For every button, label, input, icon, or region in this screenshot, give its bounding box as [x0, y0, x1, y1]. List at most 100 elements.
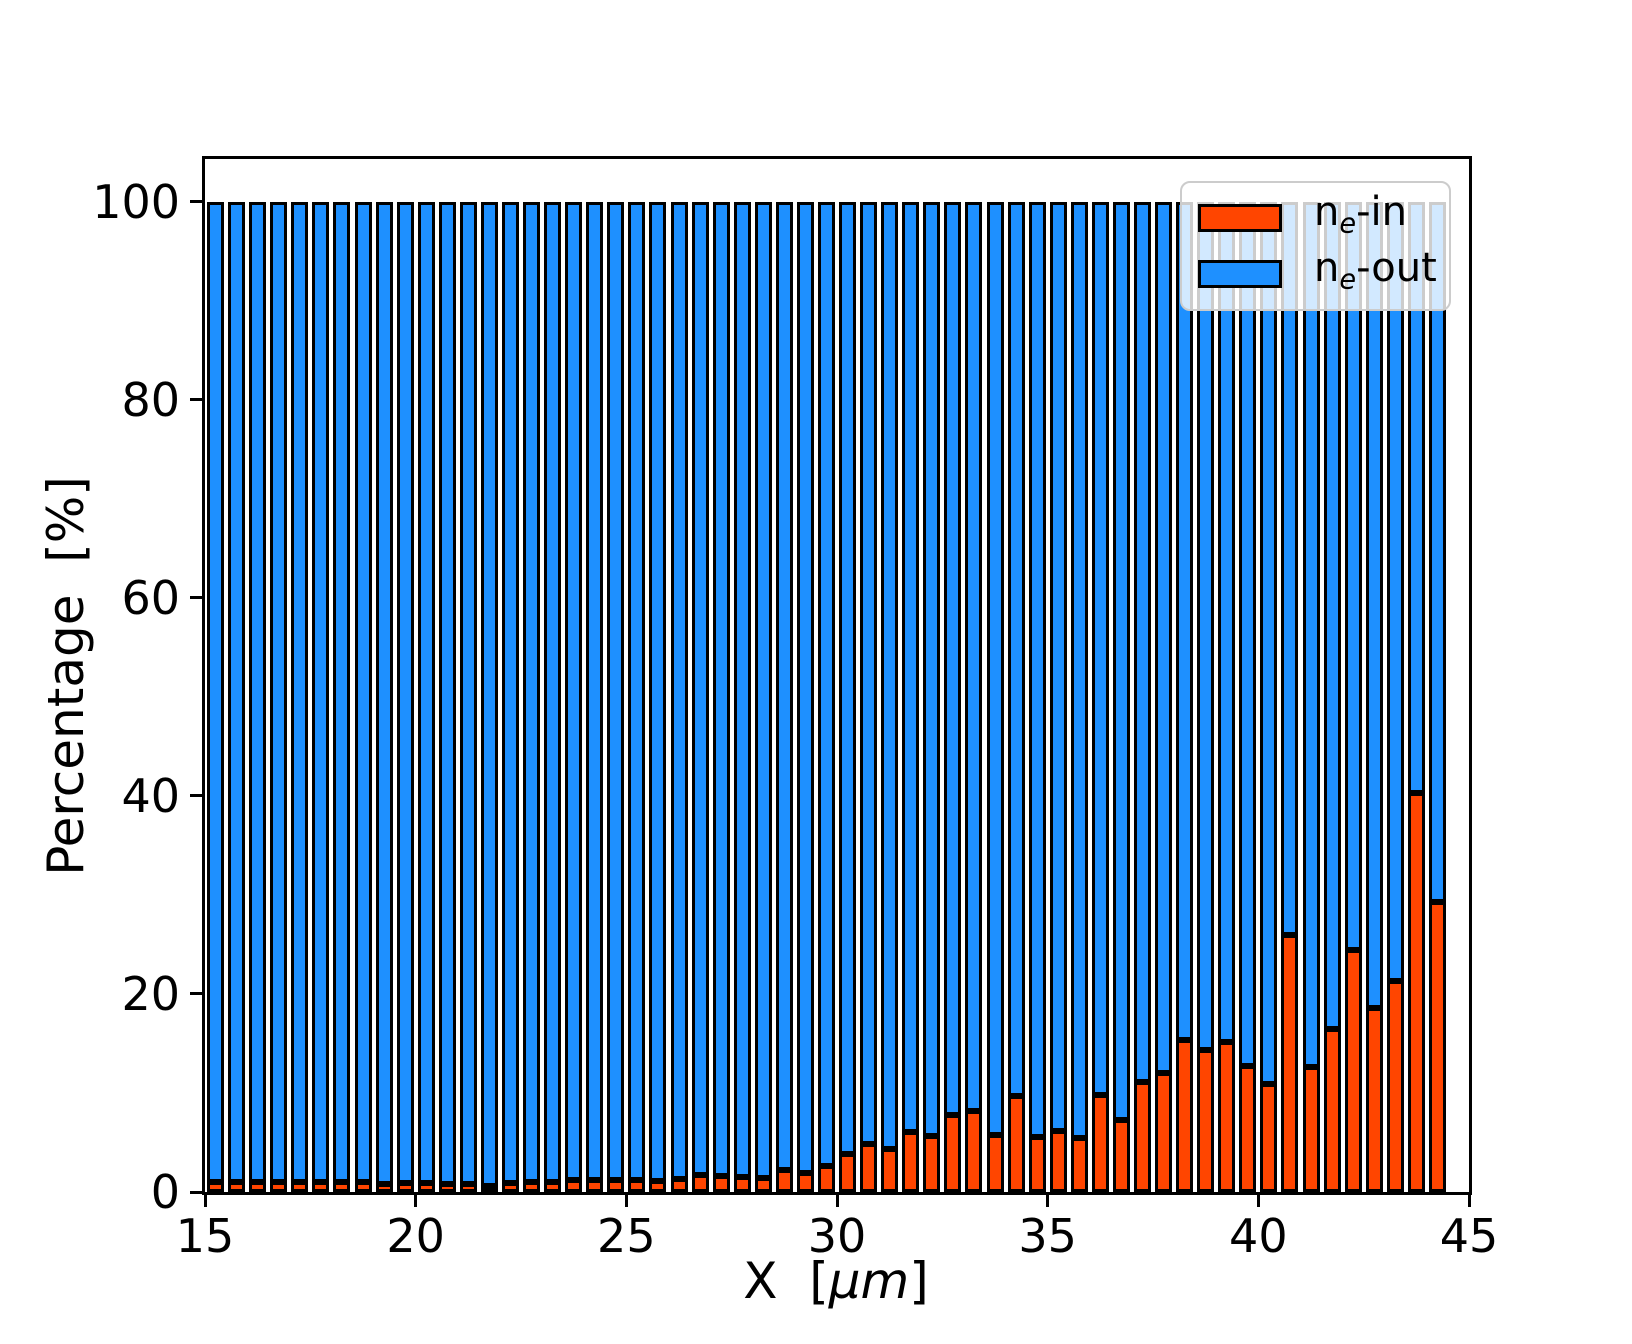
bar-segment-ne-in — [1112, 1119, 1130, 1192]
bar-segment-ne-in — [1197, 1050, 1215, 1192]
x-tick — [624, 1195, 628, 1207]
x-tick-label: 45 — [1439, 1209, 1499, 1263]
bar-segment-ne-in — [501, 1183, 519, 1192]
x-tick-label: 15 — [175, 1209, 235, 1263]
bar — [249, 201, 267, 1192]
legend-swatch-ne-out — [1198, 260, 1282, 288]
bar-segment-ne-in — [881, 1149, 899, 1192]
bar-segment-ne-in — [1070, 1137, 1088, 1192]
bar-segment-ne-in — [207, 1182, 225, 1192]
bar-segment-ne-out — [1323, 201, 1341, 1029]
bar — [1112, 201, 1130, 1192]
bar — [1176, 201, 1194, 1192]
bar — [1007, 201, 1025, 1192]
bar-segment-ne-in — [839, 1154, 857, 1192]
bar — [1197, 201, 1215, 1192]
legend-item-ne-in: ne-in — [1198, 189, 1433, 241]
bar-segment-ne-in — [586, 1180, 604, 1192]
bar-segment-ne-out — [817, 201, 835, 1167]
bar — [544, 201, 562, 1192]
bar-segment-ne-out — [1133, 201, 1151, 1083]
bar-segment-ne-out — [270, 201, 288, 1183]
bar — [501, 201, 519, 1192]
bar-segment-ne-out — [375, 201, 393, 1185]
bar-segment-ne-out — [207, 201, 225, 1183]
bar-segment-ne-out — [691, 201, 709, 1176]
bar-segment-ne-in — [354, 1182, 372, 1192]
bar — [986, 201, 1004, 1192]
bar — [839, 201, 857, 1192]
bar-segment-ne-out — [480, 201, 498, 1186]
bar-segment-ne-in — [1281, 935, 1299, 1192]
bar — [1260, 201, 1278, 1192]
bar-segment-ne-in — [1323, 1028, 1341, 1192]
x-tick-label: 40 — [1229, 1209, 1288, 1263]
bar-segment-ne-in — [375, 1184, 393, 1192]
bar — [1302, 201, 1320, 1192]
bar-segment-ne-in — [860, 1144, 878, 1192]
bar-segment-ne-out — [333, 201, 351, 1183]
bar-segment-ne-out — [1028, 201, 1046, 1137]
x-tick-label: 25 — [597, 1209, 656, 1263]
bar-segment-ne-in — [817, 1166, 835, 1192]
bar-segment-ne-in — [1239, 1066, 1257, 1192]
bar-segment-ne-in — [1302, 1067, 1320, 1192]
x-tick — [414, 1195, 418, 1207]
bar-segment-ne-in — [480, 1185, 498, 1192]
bar — [860, 201, 878, 1192]
bar-segment-ne-in — [902, 1131, 920, 1192]
bar-segment-ne-out — [1091, 201, 1109, 1095]
bar-segment-ne-out — [649, 201, 667, 1182]
bar — [1407, 201, 1425, 1192]
bar-segment-ne-out — [1281, 201, 1299, 936]
bar — [312, 201, 330, 1192]
bar — [775, 201, 793, 1192]
bar-segment-ne-in — [712, 1176, 730, 1192]
bar-segment-ne-out — [249, 201, 267, 1183]
bar — [1155, 201, 1173, 1192]
bar-segment-ne-in — [312, 1182, 330, 1192]
y-tick — [190, 200, 202, 204]
bar — [565, 201, 583, 1192]
bar-segment-ne-out — [1386, 201, 1404, 982]
bar — [459, 201, 477, 1192]
bar-segment-ne-out — [733, 201, 751, 1178]
bar-segment-ne-in — [670, 1179, 688, 1192]
bar — [1386, 201, 1404, 1192]
bar-segment-ne-in — [628, 1180, 646, 1192]
y-tick — [190, 398, 202, 402]
bar — [712, 201, 730, 1192]
bar — [1091, 201, 1109, 1192]
x-tick-label: 20 — [386, 1209, 445, 1263]
bar — [1365, 201, 1383, 1192]
bar-segment-ne-out — [1112, 201, 1130, 1120]
y-tick-label: 0 — [150, 1165, 180, 1219]
bar-segment-ne-out — [607, 201, 625, 1180]
bar — [396, 201, 414, 1192]
bar-segment-ne-in — [438, 1183, 456, 1192]
bar — [649, 201, 667, 1192]
bar-segment-ne-in — [417, 1183, 435, 1192]
legend-item-ne-out: ne-out — [1198, 245, 1437, 297]
bar-segment-ne-out — [944, 201, 962, 1115]
bar-segment-ne-out — [1344, 201, 1362, 951]
bar — [923, 201, 941, 1192]
bar-segment-ne-in — [775, 1170, 793, 1192]
bar-segment-ne-in — [796, 1173, 814, 1192]
bar — [944, 201, 962, 1192]
bar-segment-ne-in — [291, 1182, 309, 1192]
bar-segment-ne-out — [438, 201, 456, 1184]
bar-segment-ne-in — [965, 1110, 983, 1192]
bar-segment-ne-in — [270, 1182, 288, 1192]
legend-swatch-ne-in — [1198, 204, 1282, 232]
bar — [523, 201, 541, 1192]
bar — [754, 201, 772, 1192]
bar — [965, 201, 983, 1192]
bar — [1344, 201, 1362, 1192]
bar — [1281, 201, 1299, 1192]
bar-segment-ne-in — [1091, 1094, 1109, 1192]
bar — [691, 201, 709, 1192]
bar-segment-ne-in — [1133, 1082, 1151, 1192]
bar — [354, 201, 372, 1192]
bar-segment-ne-in — [544, 1182, 562, 1192]
